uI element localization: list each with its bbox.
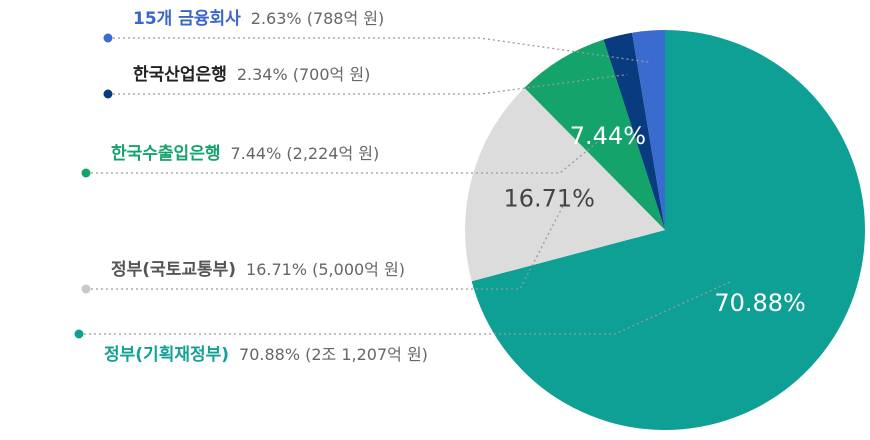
legend-value: 7.44% (2,224억 원) — [230, 144, 379, 163]
pie-slice — [524, 39, 665, 230]
pie-slice — [632, 30, 665, 230]
slice-percent-label: 16.71% — [503, 184, 595, 212]
legend-name: 한국산업은행 — [133, 65, 227, 85]
leader-line — [108, 37, 652, 64]
legend-dot — [103, 33, 113, 43]
slice-percent-label: 70.88% — [714, 289, 806, 317]
legend-name: 정부(기획재정부) — [104, 345, 229, 365]
legend-label: 15개 금융회사 2.63% (788억 원) — [133, 9, 384, 29]
leader-line — [108, 73, 628, 95]
pie-slice — [603, 32, 665, 231]
legend: 정부(기획재정부) 70.88% (2조 1,207억 원) 정부(국토교통부) 16… — [74, 9, 428, 365]
legend-name: 한국수출입은행 — [111, 144, 220, 164]
leader-line — [79, 280, 732, 335]
leader-lines — [79, 37, 732, 335]
legend-value: 70.88% (2조 1,207억 원) — [239, 345, 428, 364]
legend-name: 정부(국토교통부) — [111, 260, 236, 280]
legend-dot — [81, 284, 91, 294]
slice-percent-labels: 70.88% 16.71% 7.44% — [503, 122, 805, 317]
pie-slice — [471, 30, 865, 430]
legend-label: 정부(국토교통부) 16.71% (5,000억 원) — [111, 260, 405, 280]
legend-value: 2.34% (700억 원) — [237, 65, 370, 84]
legend-dot — [81, 168, 91, 178]
legend-value: 2.63% (788억 원) — [251, 9, 384, 28]
legend-label: 한국산업은행 2.34% (700억 원) — [133, 65, 370, 85]
legend-dot — [74, 329, 84, 339]
legend-label: 한국수출입은행 7.44% (2,224억 원) — [111, 144, 379, 164]
legend-dot — [103, 89, 113, 99]
legend-name: 15개 금융회사 — [133, 9, 241, 29]
legend-value: 16.71% (5,000억 원) — [246, 260, 405, 279]
pie-slice — [464, 87, 665, 282]
pie-slices — [464, 30, 865, 430]
legend-label: 정부(기획재정부) 70.88% (2조 1,207억 원) — [104, 345, 428, 365]
slice-percent-label: 7.44% — [570, 122, 646, 150]
